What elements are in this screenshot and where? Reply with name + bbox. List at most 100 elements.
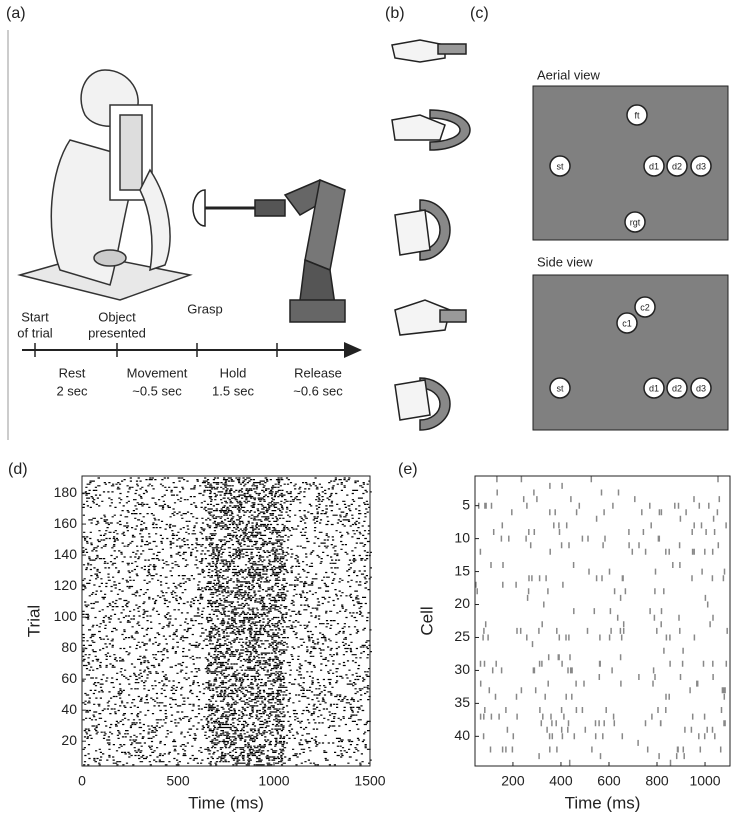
view-title: Aerial view <box>537 67 600 82</box>
spike-row <box>570 760 671 766</box>
target-label: d1 <box>649 383 659 393</box>
target-label: ft <box>634 110 640 120</box>
spike-row <box>528 595 706 601</box>
y-tick-label: 20 <box>454 595 470 611</box>
spike-row <box>486 621 710 627</box>
x-tick-label: 1000 <box>689 773 720 789</box>
x-tick-label: 600 <box>597 773 621 789</box>
panel-label: (d) <box>8 461 28 478</box>
spike-row <box>485 707 722 713</box>
target-label: rgt <box>630 217 641 227</box>
side-view-board <box>533 275 728 430</box>
spike-row <box>483 635 694 641</box>
spike-row <box>507 727 712 733</box>
target-label: d3 <box>696 383 706 393</box>
spike-row <box>618 615 713 621</box>
x-tick-label: 500 <box>166 773 190 789</box>
x-tick-label: 1000 <box>258 773 289 789</box>
spike-row <box>484 733 715 739</box>
x-tick-label: 1500 <box>354 773 385 789</box>
phase-name: Rest <box>59 365 86 380</box>
spike-row <box>489 687 725 693</box>
spike-row <box>599 674 713 680</box>
spike-row <box>539 753 684 759</box>
target-label: d2 <box>672 161 682 171</box>
phase-name: Release <box>294 365 342 380</box>
spike-row <box>512 509 718 515</box>
monkey-illustration <box>20 70 190 300</box>
spike-row <box>574 608 662 614</box>
grasp-illustrations <box>392 40 470 430</box>
y-tick-label: 80 <box>61 639 77 655</box>
spike-row <box>481 681 698 687</box>
spike-row <box>491 562 680 568</box>
y-tick-label: 40 <box>61 701 77 717</box>
plot-frame <box>475 476 730 766</box>
phase-duration: 2 sec <box>56 383 88 398</box>
phase-duration: ~0.6 sec <box>293 383 343 398</box>
y-tick-label: 30 <box>454 661 470 677</box>
y-tick-label: 40 <box>454 727 470 743</box>
spike-row <box>664 648 683 654</box>
y-tick-label: 25 <box>454 628 470 644</box>
y-tick-label: 15 <box>454 562 470 578</box>
x-tick-label: 0 <box>78 773 86 789</box>
spike-row <box>497 490 618 496</box>
spike-row <box>541 720 725 726</box>
panel-label: (e) <box>398 461 418 478</box>
y-tick-label: 180 <box>54 484 78 500</box>
spike-row <box>502 522 726 528</box>
view-title: Side view <box>537 254 593 269</box>
target-label: st <box>556 161 564 171</box>
spike-row <box>493 667 654 673</box>
spike-row <box>481 661 727 667</box>
y-axis-label: Trial <box>24 605 43 637</box>
figure: (a) (b) (c) Aerial view Side view Starto… <box>0 0 733 819</box>
spike-row <box>491 747 721 753</box>
event-label: of trial <box>17 325 53 340</box>
y-tick-label: 160 <box>54 515 78 531</box>
spike-row <box>477 588 664 594</box>
event-label: Start <box>21 309 49 324</box>
x-axis-label: Time (ms) <box>565 793 641 812</box>
y-tick-label: 60 <box>61 670 77 686</box>
target-label: c2 <box>640 302 650 312</box>
spike-row <box>476 582 563 588</box>
x-axis-label: Time (ms) <box>188 793 264 812</box>
target-label: c1 <box>622 318 632 328</box>
panel-label: (c) <box>470 5 489 22</box>
x-tick-label: 200 <box>501 773 525 789</box>
spike-row <box>501 536 659 542</box>
event-label: Grasp <box>187 301 222 316</box>
phase-duration: ~0.5 sec <box>132 383 182 398</box>
y-tick-label: 120 <box>54 577 78 593</box>
y-tick-label: 35 <box>454 694 470 710</box>
spike-row <box>550 483 562 489</box>
y-tick-label: 100 <box>54 608 78 624</box>
event-label: presented <box>88 325 146 340</box>
panel-label: (b) <box>385 5 405 22</box>
x-tick-label: 400 <box>549 773 573 789</box>
spike-row <box>549 654 621 660</box>
spike-row <box>597 516 714 522</box>
timeline-arrow <box>344 342 362 358</box>
phase-name: Hold <box>220 365 247 380</box>
event-label: Object <box>98 309 136 324</box>
target-label: d1 <box>649 161 659 171</box>
spike-row <box>494 529 715 535</box>
spike-row <box>497 476 718 482</box>
spike-row <box>529 575 723 581</box>
y-tick-label: 10 <box>454 529 470 545</box>
y-tick-label: 20 <box>61 732 77 748</box>
y-tick-label: 140 <box>54 546 78 562</box>
target-label: d2 <box>672 383 682 393</box>
spike-row <box>589 569 725 575</box>
x-tick-label: 800 <box>645 773 669 789</box>
spike-row <box>481 714 705 720</box>
spike-row <box>479 503 709 509</box>
target-label: st <box>556 383 564 393</box>
target-label: d3 <box>696 161 706 171</box>
spike-row <box>484 628 727 634</box>
spike-row <box>524 496 720 502</box>
y-tick-label: 5 <box>462 496 470 512</box>
